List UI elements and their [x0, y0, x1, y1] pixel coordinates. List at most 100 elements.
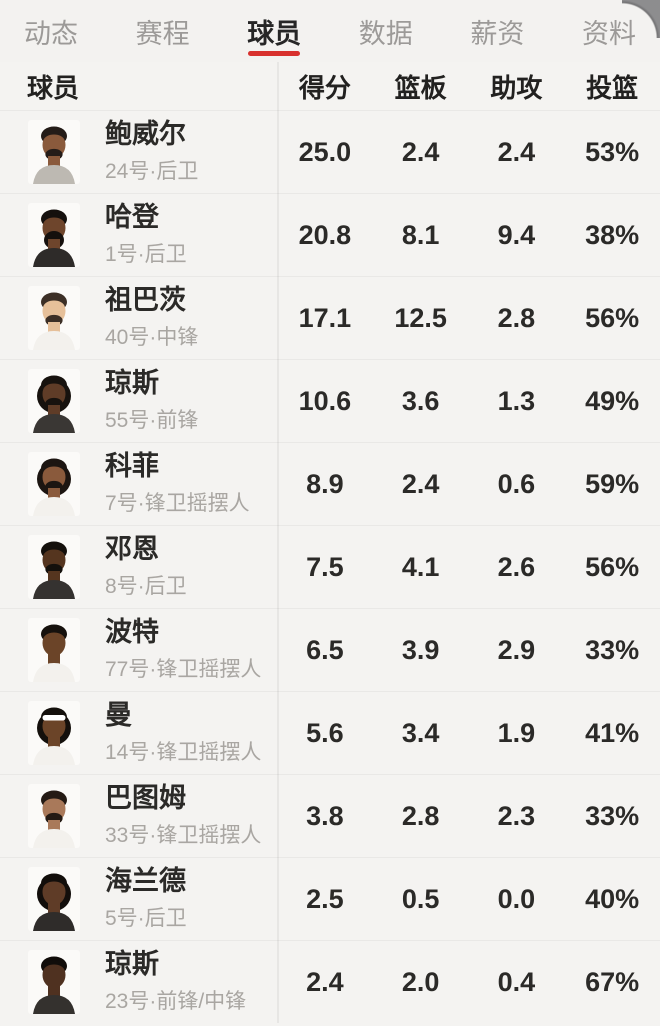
player-row-4[interactable]: 琼斯 55号·前锋 10.6 3.6 1.3 49% — [0, 359, 660, 442]
player-name: 波特 — [105, 616, 159, 647]
stat-assists: 2.4 — [497, 136, 536, 167]
player-name: 琼斯 — [105, 948, 159, 979]
stat-assists: 2.9 — [497, 634, 536, 665]
player-number-position: 23号·前锋/中锋 — [105, 990, 247, 1014]
player-row-9[interactable]: 巴图姆 33号·锋卫摇摆人 3.8 2.8 2.3 33% — [0, 774, 660, 857]
player-cell: 鲍威尔 24号·后卫 — [0, 119, 277, 185]
player-number-position: 33号·锋卫摇摆人 — [105, 824, 262, 848]
player-info: 海兰德 5号·后卫 — [105, 866, 187, 932]
player-number-position: 1号·后卫 — [105, 243, 187, 267]
player-cell: 邓恩 8号·后卫 — [0, 534, 277, 600]
tab-salary[interactable]: 薪资 — [468, 0, 526, 62]
player-number-position: 14号·锋卫摇摆人 — [105, 741, 262, 765]
player-number-position: 40号·中锋 — [105, 326, 199, 350]
stat-points: 20.8 — [298, 219, 352, 250]
stat-assists: 1.3 — [497, 385, 536, 416]
player-name: 琼斯 — [105, 367, 159, 398]
player-name: 海兰德 — [105, 865, 186, 896]
player-info: 曼 14号·锋卫摇摆人 — [105, 700, 261, 766]
player-row-2[interactable]: 哈登 1号·后卫 20.8 8.1 9.4 38% — [0, 193, 660, 276]
player-cell: 曼 14号·锋卫摇摆人 — [0, 700, 277, 766]
stat-assists: 9.4 — [497, 219, 536, 250]
player-avatar — [28, 949, 80, 1014]
tab-label: 球员 — [247, 18, 302, 49]
stat-points: 17.1 — [298, 302, 352, 333]
stat-fg: 38% — [585, 219, 640, 250]
column-header-points: 得分 — [298, 72, 351, 103]
player-avatar — [28, 866, 80, 931]
player-number-position: 24号·后卫 — [105, 160, 199, 184]
stat-rebounds: 3.9 — [401, 634, 440, 665]
tab-players[interactable]: 球员 — [245, 0, 303, 62]
stat-points: 6.5 — [306, 634, 344, 665]
player-info: 鲍威尔 24号·后卫 — [105, 119, 198, 185]
player-cell: 琼斯 23号·前锋/中锋 — [0, 949, 277, 1015]
tab-label: 资料 — [581, 18, 636, 49]
player-number-position: 77号·锋卫摇摆人 — [105, 658, 262, 682]
player-name: 曼 — [105, 699, 132, 730]
player-cell: 波特 77号·锋卫摇摆人 — [0, 617, 277, 683]
stat-assists: 0.4 — [497, 966, 536, 997]
stat-assists: 0.6 — [497, 468, 536, 499]
player-name: 祖巴茨 — [105, 284, 186, 315]
player-info: 波特 77号·锋卫摇摆人 — [105, 617, 261, 683]
player-stats: 7.5 4.1 2.6 56% — [277, 552, 660, 583]
table-header-row: 球员 得分 篮板 助攻 投篮 — [0, 62, 660, 110]
tab-news[interactable]: 动态 — [22, 0, 80, 62]
tab-schedule[interactable]: 赛程 — [134, 0, 192, 62]
player-info: 哈登 1号·后卫 — [105, 202, 187, 268]
player-info: 巴图姆 33号·锋卫摇摆人 — [105, 783, 261, 849]
stat-fg: 49% — [585, 385, 640, 416]
stat-rebounds: 4.1 — [401, 551, 440, 582]
player-avatar — [28, 119, 80, 184]
player-avatar — [28, 202, 80, 267]
player-info: 祖巴茨 40号·中锋 — [105, 285, 198, 351]
player-number-position: 8号·后卫 — [105, 575, 187, 599]
player-row-7[interactable]: 波特 77号·锋卫摇摆人 6.5 3.9 2.9 33% — [0, 608, 660, 691]
player-row-10[interactable]: 海兰德 5号·后卫 2.5 0.5 0.0 40% — [0, 857, 660, 940]
column-header-rebounds: 篮板 — [394, 72, 447, 103]
player-avatar — [28, 534, 80, 599]
tab-profile[interactable]: 资料 — [580, 0, 638, 62]
table-body: 鲍威尔 24号·后卫 25.0 2.4 2.4 53% — [0, 110, 660, 1023]
stat-rebounds: 0.5 — [401, 883, 440, 914]
tab-data[interactable]: 数据 — [357, 0, 415, 62]
stat-points: 7.5 — [306, 551, 344, 582]
player-info: 科菲 7号·锋卫摇摆人 — [105, 451, 250, 517]
player-name: 邓恩 — [105, 533, 159, 564]
player-row-6[interactable]: 邓恩 8号·后卫 7.5 4.1 2.6 56% — [0, 525, 660, 608]
player-avatar — [28, 617, 80, 682]
stat-rebounds: 3.4 — [401, 717, 440, 748]
column-header-fg: 投篮 — [586, 72, 639, 103]
stat-fg: 67% — [585, 966, 640, 997]
column-header-player: 球员 — [27, 72, 80, 103]
player-name: 巴图姆 — [105, 782, 186, 813]
player-number-position: 7号·锋卫摇摆人 — [105, 492, 250, 516]
player-stats: 2.5 0.5 0.0 40% — [277, 884, 660, 915]
player-avatar — [28, 451, 80, 516]
player-stats: 17.1 12.5 2.8 56% — [277, 303, 660, 334]
player-name: 哈登 — [105, 201, 159, 232]
stat-points: 2.5 — [306, 883, 344, 914]
stat-rebounds: 3.6 — [401, 385, 440, 416]
player-cell: 祖巴茨 40号·中锋 — [0, 285, 277, 351]
player-stats: 2.4 2.0 0.4 67% — [277, 967, 660, 998]
player-stats: 6.5 3.9 2.9 33% — [277, 635, 660, 666]
player-stats: 20.8 8.1 9.4 38% — [277, 220, 660, 251]
player-row-3[interactable]: 祖巴茨 40号·中锋 17.1 12.5 2.8 56% — [0, 276, 660, 359]
player-row-1[interactable]: 鲍威尔 24号·后卫 25.0 2.4 2.4 53% — [0, 110, 660, 193]
player-info: 琼斯 23号·前锋/中锋 — [105, 949, 246, 1015]
player-row-5[interactable]: 科菲 7号·锋卫摇摆人 8.9 2.4 0.6 59% — [0, 442, 660, 525]
stat-rebounds: 2.0 — [401, 966, 440, 997]
stat-fg: 56% — [585, 551, 640, 582]
stat-points: 8.9 — [306, 468, 344, 499]
stat-fg: 40% — [585, 883, 640, 914]
player-stats: 10.6 3.6 1.3 49% — [277, 386, 660, 417]
player-avatar — [28, 783, 80, 848]
player-row-8[interactable]: 曼 14号·锋卫摇摆人 5.6 3.4 1.9 41% — [0, 691, 660, 774]
player-stats: 5.6 3.4 1.9 41% — [277, 718, 660, 749]
player-row-11[interactable]: 琼斯 23号·前锋/中锋 2.4 2.0 0.4 67% — [0, 940, 660, 1023]
stat-fg: 59% — [585, 468, 640, 499]
stat-fg: 53% — [585, 136, 640, 167]
tab-label: 动态 — [24, 18, 78, 49]
